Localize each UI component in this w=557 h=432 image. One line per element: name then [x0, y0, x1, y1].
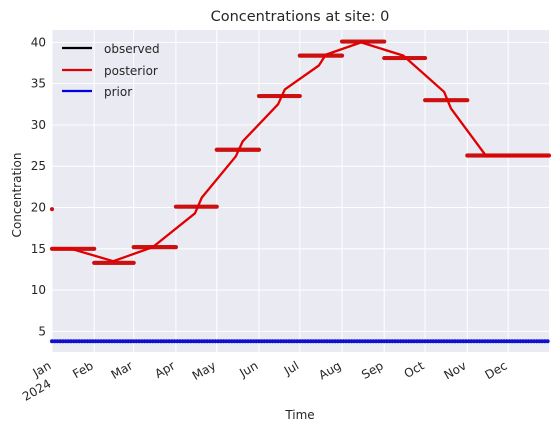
y-axis-label: Concentration [10, 153, 24, 238]
observed-step-marker [297, 93, 302, 99]
x-tick-label: Jun [236, 358, 260, 380]
observed-step-marker [422, 55, 428, 61]
legend-label-prior: prior [104, 85, 132, 99]
y-tick-label: 15 [31, 242, 46, 256]
legend-label-posterior: posterior [104, 64, 158, 78]
observed-step-marker [382, 39, 387, 44]
y-tick-labels: 5 10 15 20 25 30 35 40 [31, 35, 46, 338]
prior-marker [545, 339, 550, 344]
x-tick-label: Apr [152, 358, 177, 381]
observed-step-marker [131, 260, 136, 265]
observed-step-marker [92, 246, 97, 251]
legend-item-observed: observed [62, 42, 160, 56]
y-tick-label: 30 [31, 118, 46, 132]
x-axis-label: Time [284, 408, 314, 422]
y-tick-label: 35 [31, 77, 46, 91]
y-tick-label: 25 [31, 159, 46, 173]
y-tick-label: 5 [38, 324, 46, 338]
x-tick-label: Jan [30, 358, 54, 380]
observed-step-marker [339, 53, 345, 58]
x-tick-label: May [190, 358, 218, 383]
observed-step-marker [214, 204, 219, 209]
legend-item-posterior: posterior [62, 64, 158, 78]
y-tick-label: 40 [31, 35, 46, 49]
x-tick-label: Nov [442, 358, 469, 382]
legend-item-prior: prior [62, 85, 132, 99]
x-tick-label: Feb [70, 358, 95, 381]
chart-title: Concentrations at site: 0 [211, 9, 390, 25]
legend: observed posterior prior [62, 42, 160, 99]
observed-step-marker [256, 147, 262, 152]
series-posterior-line [52, 41, 549, 263]
x-tick-label: Aug [316, 358, 343, 382]
series-layer [49, 39, 552, 344]
x-tick-label: Dec [483, 358, 510, 382]
outlier-marker [49, 207, 55, 212]
x-tick-label: Mar [109, 358, 136, 381]
x-tick-label: Oct [402, 358, 427, 381]
observed-step-marker [465, 98, 470, 103]
y-tick-label: 20 [31, 201, 46, 215]
x-tick-sublabel: 2024 [20, 376, 53, 403]
x-tick-label: Jul [281, 358, 301, 378]
x-tick-label: Sep [359, 358, 386, 381]
legend-label-observed: observed [104, 42, 160, 56]
observed-step-marker [173, 245, 179, 250]
y-tick-label: 10 [31, 283, 46, 297]
